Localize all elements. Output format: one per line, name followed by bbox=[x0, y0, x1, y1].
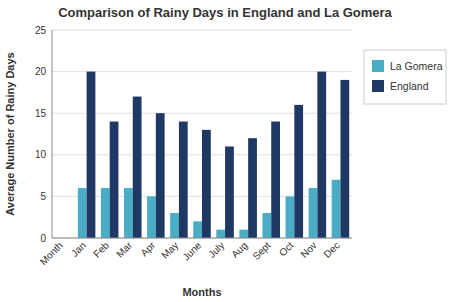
bar bbox=[110, 122, 119, 238]
bar bbox=[193, 221, 202, 238]
bar bbox=[332, 180, 341, 238]
chart-container: 0 5 10 15 20 25 MonthJanFebMarAprMayJuneJulyAu… bbox=[0, 0, 450, 302]
legend-swatch bbox=[372, 60, 384, 72]
bar bbox=[317, 72, 326, 238]
x-tick-label: Nov bbox=[298, 240, 318, 260]
bar bbox=[202, 130, 211, 238]
x-tick-label: Feb bbox=[91, 239, 111, 259]
bar bbox=[262, 213, 271, 238]
bar bbox=[124, 188, 133, 238]
x-tick-label: Mar bbox=[114, 239, 134, 259]
x-tick-label: Month bbox=[38, 240, 65, 267]
bar bbox=[179, 122, 188, 238]
bar bbox=[170, 213, 179, 238]
bar bbox=[216, 230, 225, 238]
chart: 0 5 10 15 20 25 MonthJanFebMarAprMayJuneJulyAu… bbox=[0, 0, 450, 302]
bar bbox=[271, 122, 280, 238]
legend-label: La Gomera bbox=[390, 60, 443, 72]
x-tick-label: Oct bbox=[277, 239, 296, 258]
y-tick-label: 20 bbox=[35, 66, 47, 77]
x-tick-label: Dec bbox=[322, 240, 342, 260]
bar bbox=[101, 188, 110, 238]
x-axis-line bbox=[52, 238, 352, 239]
bar bbox=[294, 105, 303, 238]
legend: La Gomera England bbox=[364, 50, 446, 104]
bar bbox=[133, 97, 142, 238]
bar bbox=[309, 188, 318, 238]
x-tick-label: July bbox=[206, 240, 226, 260]
legend-label: England bbox=[390, 80, 429, 92]
x-tick-label: June bbox=[180, 239, 203, 262]
grid-line bbox=[52, 238, 352, 239]
x-tick-label: Apr bbox=[138, 239, 157, 258]
y-tick-label: 5 bbox=[40, 191, 46, 202]
bar bbox=[225, 146, 234, 238]
y-axis-line bbox=[52, 30, 53, 238]
title: Comparison of Rainy Days in England and … bbox=[58, 5, 392, 20]
x-tick-label: Aug bbox=[229, 240, 249, 260]
x-tick-label: Sept bbox=[250, 239, 272, 261]
x-tick-label: May bbox=[159, 240, 180, 261]
bar bbox=[286, 196, 295, 238]
bar bbox=[147, 196, 156, 238]
bar bbox=[239, 230, 248, 238]
y-tick-label: 0 bbox=[40, 233, 46, 244]
legend-frame bbox=[364, 50, 446, 104]
x-tick-label: Jan bbox=[69, 240, 88, 259]
bar bbox=[156, 113, 165, 238]
bar bbox=[248, 138, 257, 238]
legend-swatch bbox=[372, 80, 384, 92]
grid-line bbox=[52, 30, 352, 31]
y-tick-label: 15 bbox=[35, 108, 47, 119]
bar bbox=[87, 72, 96, 238]
grid-line bbox=[52, 113, 352, 114]
bars bbox=[78, 72, 349, 238]
bar bbox=[340, 80, 349, 238]
grid bbox=[52, 30, 352, 238]
grid-line bbox=[52, 71, 352, 72]
y-axis-label: Average Number of Rainy Days bbox=[4, 52, 16, 215]
bar bbox=[78, 188, 87, 238]
y-tick-label: 25 bbox=[35, 25, 47, 36]
x-axis-label: Months bbox=[182, 286, 221, 298]
y-tick-label: 10 bbox=[35, 149, 47, 160]
